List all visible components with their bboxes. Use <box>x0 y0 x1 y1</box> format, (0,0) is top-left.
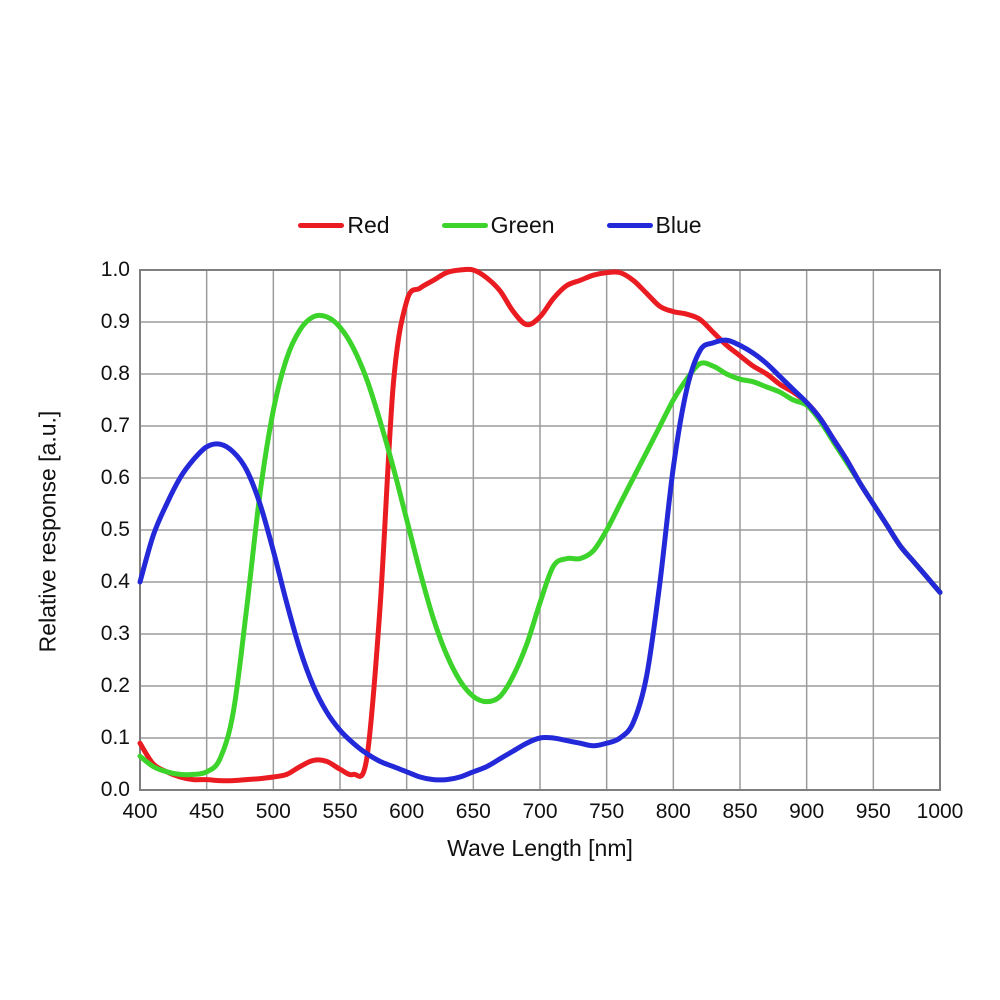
green-line-swatch <box>441 223 488 228</box>
chart-legend: Red Green Blue <box>0 212 1000 239</box>
x-tick-label: 400 <box>122 800 158 823</box>
y-tick-label: 0.3 <box>100 622 130 645</box>
x-tick-label: 700 <box>522 800 558 823</box>
y-tick-label: 0.4 <box>100 570 130 593</box>
legend-item-green: Green <box>441 212 555 239</box>
x-tick-label: 900 <box>789 800 825 823</box>
x-tick-label: 850 <box>722 800 758 823</box>
legend-item-blue: Blue <box>606 212 702 239</box>
x-tick-label: 500 <box>255 800 291 823</box>
x-tick-label: 450 <box>189 800 225 823</box>
y-tick-label: 0.6 <box>100 466 130 489</box>
legend-item-red: Red <box>298 212 390 239</box>
legend-label-blue: Blue <box>655 212 702 238</box>
y-tick-label: 1.0 <box>100 258 130 281</box>
blue-curve <box>137 337 943 783</box>
x-tick-label: 950 <box>855 800 891 823</box>
x-tick-label: 550 <box>322 800 358 823</box>
y-tick-label: 0.2 <box>100 674 130 697</box>
x-tick-label: 800 <box>655 800 691 823</box>
plot-border <box>139 269 941 791</box>
x-tick-label: 600 <box>389 800 425 823</box>
y-tick-label: 0.0 <box>100 778 130 801</box>
y-tick-label: 0.9 <box>100 310 130 333</box>
x-axis-title: Wave Length [nm] <box>447 835 633 861</box>
blue-line-swatch <box>606 223 653 228</box>
legend-label-green: Green <box>490 212 555 238</box>
x-tick-label: 1000 <box>916 800 964 823</box>
y-tick-label: 0.7 <box>100 414 130 437</box>
y-axis-title: Relative response [a.u.] <box>34 410 61 653</box>
legend-label-red: Red <box>347 212 390 238</box>
y-tick-label: 0.1 <box>100 726 130 749</box>
x-tick-label: 750 <box>589 800 625 823</box>
y-tick-label: 0.8 <box>100 362 130 385</box>
y-tick-label: 0.5 <box>100 518 130 541</box>
plot-area <box>137 266 943 791</box>
x-tick-label: 650 <box>455 800 491 823</box>
red-line-swatch <box>298 223 345 228</box>
